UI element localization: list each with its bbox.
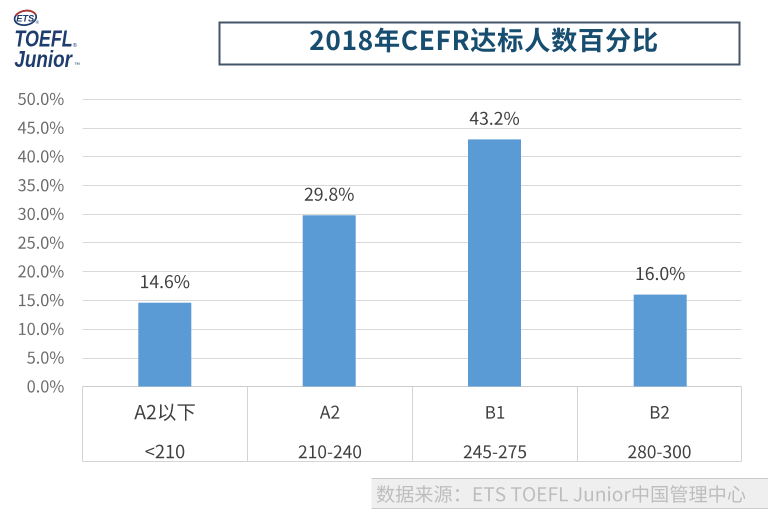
- svg-text:®: ®: [36, 19, 40, 25]
- svg-text:ETS: ETS: [16, 13, 35, 23]
- svg-text:™: ™: [74, 61, 80, 68]
- svg-text:®: ®: [73, 42, 77, 49]
- svg-text:Junior: Junior: [14, 47, 73, 72]
- svg-text:TOEFL: TOEFL: [14, 26, 72, 52]
